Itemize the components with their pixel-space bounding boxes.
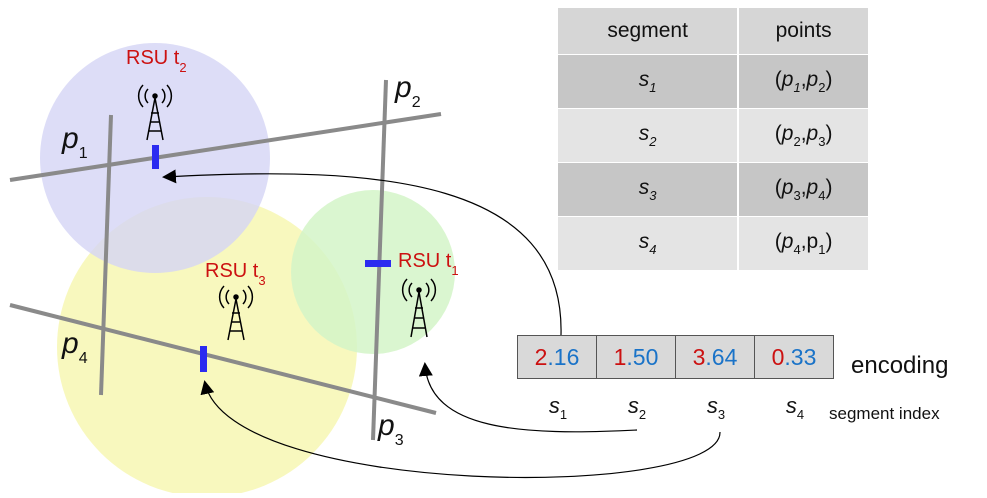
table-row: s4 (p4,p1) bbox=[558, 216, 868, 270]
point-label-p4: p4 bbox=[61, 327, 88, 367]
point-label-p3: p3 bbox=[377, 409, 404, 449]
table-header-row: segment points bbox=[558, 8, 868, 55]
points-cell: (p2,p3) bbox=[737, 108, 868, 163]
antenna-tower-t2-icon bbox=[137, 84, 173, 141]
segment-index-s3: s3 bbox=[706, 393, 726, 422]
table-row: s3 (p3,p4) bbox=[558, 162, 868, 217]
header-segment: segment bbox=[558, 8, 739, 55]
vehicle-marker-1 bbox=[152, 145, 159, 169]
road-p4-p3 bbox=[9, 303, 437, 415]
point-label-p1: p1 bbox=[61, 122, 88, 162]
encoding-cell-s3: 3.64 bbox=[675, 336, 754, 378]
road-p1-p4 bbox=[99, 114, 113, 396]
encoding-cell-s2: 1.50 bbox=[596, 336, 675, 378]
point-label-p2: p2 bbox=[394, 71, 421, 111]
arrow-encoding-to-s3 bbox=[200, 380, 721, 479]
rsu-label-t1: RSU t1 bbox=[398, 250, 459, 278]
segment-points-table: segment points s1 (p1,p2) s2 (p2,p3) s3 … bbox=[558, 8, 868, 270]
rsu-label-t2: RSU t2 bbox=[126, 47, 187, 75]
coverage-area-t1 bbox=[291, 190, 455, 354]
table-row: s2 (p2,p3) bbox=[558, 108, 868, 163]
antenna-tower-t3-icon bbox=[218, 285, 254, 341]
vehicle-marker-3 bbox=[365, 260, 391, 267]
arrow-encoding-to-s1 bbox=[162, 169, 562, 336]
segment-cell: s4 bbox=[558, 216, 739, 270]
segment-cell: s3 bbox=[558, 162, 739, 217]
segment-cell: s1 bbox=[558, 54, 739, 109]
vehicle-marker-2 bbox=[200, 346, 207, 372]
segment-index-s1: s1 bbox=[548, 393, 568, 422]
points-cell: (p1,p2) bbox=[737, 54, 868, 109]
segment-cell: s2 bbox=[558, 108, 739, 163]
encoding-label: encoding bbox=[851, 352, 949, 379]
encoding-cell-s4: 0.33 bbox=[754, 336, 833, 378]
rsu-label-t3: RSU t3 bbox=[205, 260, 266, 288]
segment-index-label: segment index bbox=[829, 404, 940, 423]
encoding-array: 2.16 1.50 3.64 0.33 bbox=[517, 335, 834, 379]
header-points: points bbox=[737, 8, 868, 55]
encoding-cell-s1: 2.16 bbox=[534, 343, 580, 370]
table-row: s1 (p1,p2) bbox=[558, 54, 868, 109]
segment-index-s2: s2 bbox=[627, 393, 647, 422]
segment-index-s4: s4 bbox=[785, 393, 805, 422]
arrow-encoding-to-s2 bbox=[418, 362, 638, 433]
road-p1-p2 bbox=[9, 112, 442, 182]
antenna-tower-t1-icon bbox=[401, 278, 437, 338]
points-cell: (p4,p1) bbox=[737, 216, 868, 270]
points-cell: (p3,p4) bbox=[737, 162, 868, 217]
